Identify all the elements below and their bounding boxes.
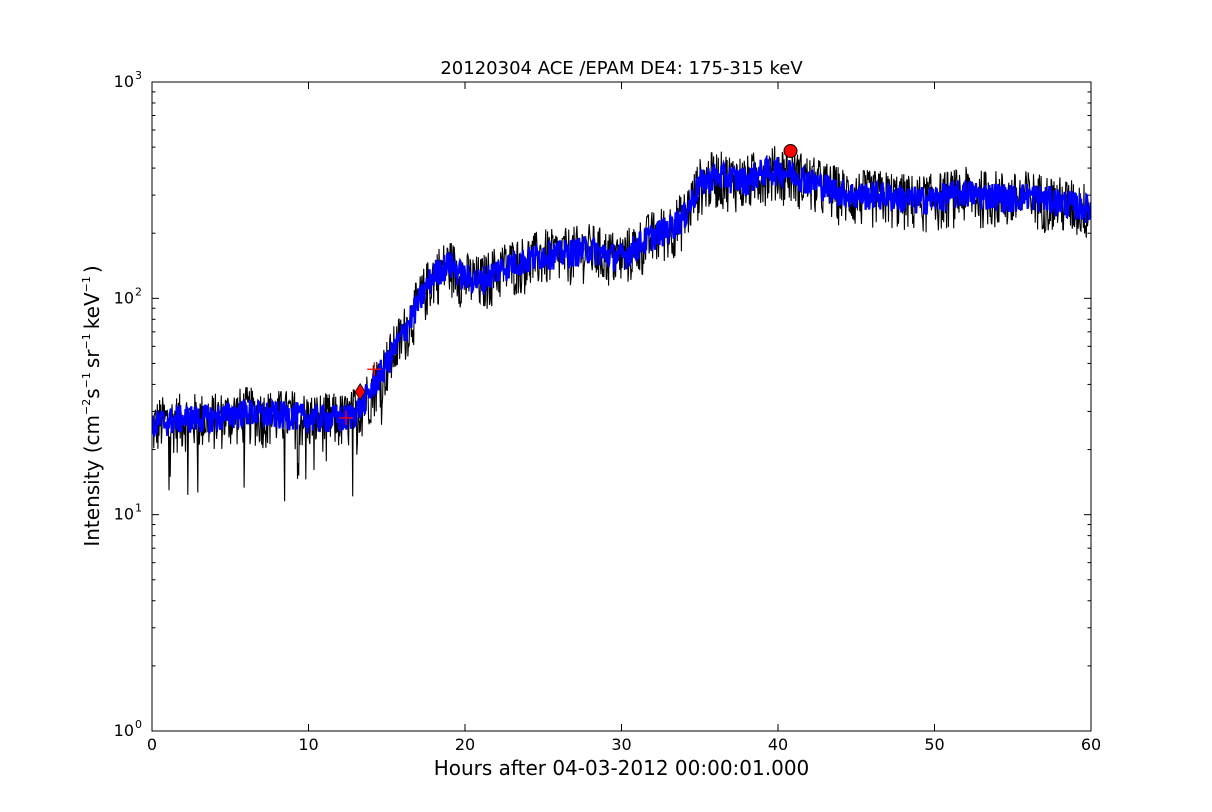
y-tick-exponent: 1 — [135, 502, 142, 515]
y-tick-exponent: 0 — [135, 718, 142, 731]
marker-plus-1 — [367, 362, 382, 377]
y-tick-label: 10 — [114, 288, 134, 307]
x-tick-label: 20 — [455, 735, 475, 754]
x-tick-label: 50 — [924, 735, 944, 754]
x-tick-label: 30 — [611, 735, 631, 754]
y-tick-exponent: 2 — [135, 285, 142, 298]
series-line-1 — [152, 154, 1091, 437]
y-tick-label: 10 — [114, 72, 134, 91]
x-tick-label: 60 — [1081, 735, 1101, 754]
x-tick-label: 40 — [768, 735, 788, 754]
marker-plus-0 — [339, 410, 354, 425]
y-tick-label: 10 — [114, 505, 134, 524]
marker-diamond — [354, 382, 366, 401]
series-layer — [152, 146, 1091, 502]
x-axis-label: Hours after 04-03-2012 00:00:01.000 — [434, 756, 810, 780]
marker-layer — [339, 143, 798, 425]
y-axis-label: Intensity (cm−2s−1sr−1keV−1) — [80, 265, 104, 546]
x-tick-label: 0 — [147, 735, 157, 754]
x-tick-label: 10 — [298, 735, 318, 754]
chart-title: 20120304 ACE /EPAM DE4: 175-315 keV — [440, 58, 803, 79]
series-line-0 — [152, 146, 1091, 502]
y-tick-label: 10 — [114, 721, 134, 740]
y-tick-exponent: 3 — [135, 69, 142, 82]
marker-circle — [783, 143, 798, 158]
